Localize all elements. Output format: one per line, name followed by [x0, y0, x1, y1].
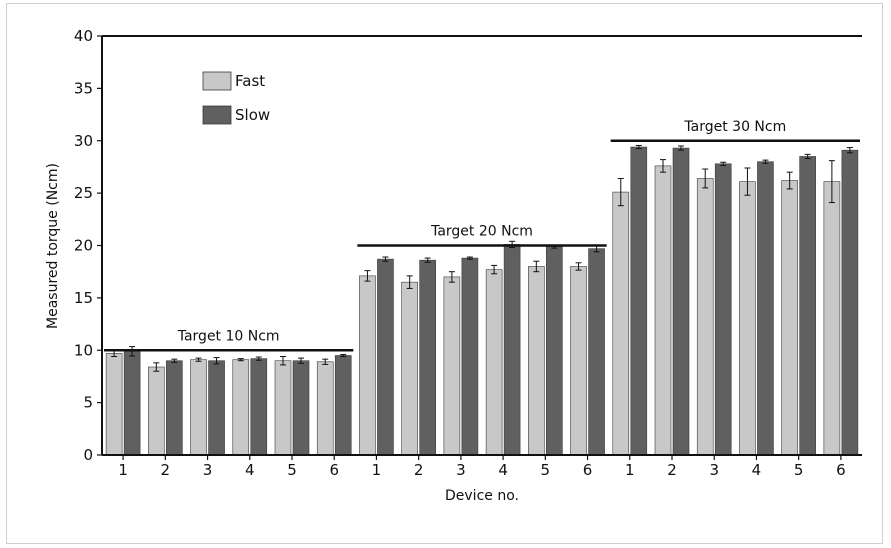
bar-slow-14 — [672, 147, 690, 456]
bar-slow-4 — [250, 358, 268, 456]
x-tick-label-10: 4 — [498, 461, 508, 479]
x-tick-label-1: 1 — [118, 461, 128, 479]
bar-slow-13 — [630, 146, 648, 456]
bar-fast-18 — [823, 181, 841, 456]
x-tick-label-6: 6 — [329, 461, 339, 479]
bar-fast-16 — [739, 181, 756, 456]
x-tick-label-3: 3 — [203, 461, 213, 479]
x-tick-label-9: 3 — [456, 461, 466, 479]
y-tick-label-20: 20 — [74, 237, 93, 255]
bar-slow-1 — [123, 350, 141, 456]
y-axis-title: Measured torque (Ncm) — [45, 163, 61, 329]
x-tick-label-2: 2 — [161, 461, 171, 479]
y-tick-label-0: 0 — [83, 446, 93, 464]
bar-fast-10 — [485, 269, 503, 456]
target-label-2: Target 20 Ncm — [430, 224, 533, 240]
bar-fast-12 — [570, 266, 587, 456]
bar-fast-2 — [148, 366, 165, 456]
legend-swatch-fast — [202, 71, 232, 91]
bar-fast-3 — [190, 359, 207, 456]
x-tick-label-18: 6 — [836, 461, 846, 479]
bar-slow-17 — [799, 156, 816, 456]
legend-label-fast: Fast — [235, 72, 265, 90]
bar-slow-18 — [841, 149, 859, 456]
legend-swatch-slow — [202, 105, 232, 125]
y-tick-label-30: 30 — [74, 132, 93, 150]
bar-fast-8 — [401, 281, 418, 456]
bars-layer — [105, 146, 859, 456]
bar-fast-4 — [232, 359, 250, 456]
y-tick-label-15: 15 — [74, 289, 93, 307]
bar-slow-10 — [503, 244, 521, 456]
y-tick-label-40: 40 — [74, 27, 93, 45]
x-tick-label-16: 4 — [752, 461, 762, 479]
x-tick-label-7: 1 — [372, 461, 382, 479]
bar-slow-16 — [757, 161, 774, 456]
legend-label-slow: Slow — [235, 106, 270, 124]
bar-fast-5 — [274, 360, 292, 456]
legend: Fast Slow — [202, 71, 270, 125]
x-tick-label-13: 1 — [625, 461, 635, 479]
bar-slow-6 — [334, 355, 352, 456]
y-tick-label-5: 5 — [83, 394, 93, 412]
bar-slow-8 — [419, 259, 436, 456]
target-label-1: Target 10 Ncm — [177, 328, 280, 344]
bar-slow-3 — [208, 360, 225, 456]
x-tick-label-11: 5 — [541, 461, 551, 479]
bar-fast-14 — [654, 165, 672, 456]
bar-fast-9 — [443, 276, 461, 456]
x-tick-label-12: 6 — [583, 461, 593, 479]
bar-fast-7 — [359, 275, 376, 456]
y-tick-label-10: 10 — [74, 341, 93, 359]
bar-fast-6 — [316, 361, 334, 456]
bar-slow-9 — [461, 257, 479, 456]
x-tick-label-8: 2 — [414, 461, 424, 479]
x-tick-label-17: 5 — [794, 461, 804, 479]
y-tick-label-35: 35 — [74, 79, 93, 97]
bar-fast-11 — [528, 266, 545, 456]
target-lines-layer: Target 10 Ncm Target 20 Ncm Target 30 Ncm — [104, 119, 860, 352]
x-tick-label-15: 3 — [709, 461, 719, 479]
x-tick-label-4: 4 — [245, 461, 255, 479]
bar-slow-12 — [588, 248, 605, 456]
bar-slow-7 — [377, 258, 394, 456]
bar-fast-1 — [105, 353, 123, 456]
axes-layer: 0 5 10 15 20 25 30 35 40 1 2 3 4 5 6 1 2 3 4 5 6 1 2 3 4 5 6 — [74, 27, 862, 479]
bar-slow-2 — [166, 360, 183, 456]
error-bars-layer — [111, 144, 853, 372]
x-tick-label-5: 5 — [287, 461, 297, 479]
target-label-3: Target 30 Ncm — [683, 119, 786, 135]
y-tick-label-25: 25 — [74, 184, 93, 202]
bar-slow-5 — [292, 360, 310, 456]
x-tick-label-14: 2 — [667, 461, 677, 479]
x-axis-title: Device no. — [445, 488, 519, 504]
bar-fast-17 — [781, 180, 798, 456]
bar-fast-13 — [612, 191, 630, 456]
bar-slow-15 — [714, 163, 732, 456]
bar-slow-11 — [546, 246, 563, 456]
bar-fast-15 — [696, 178, 714, 456]
